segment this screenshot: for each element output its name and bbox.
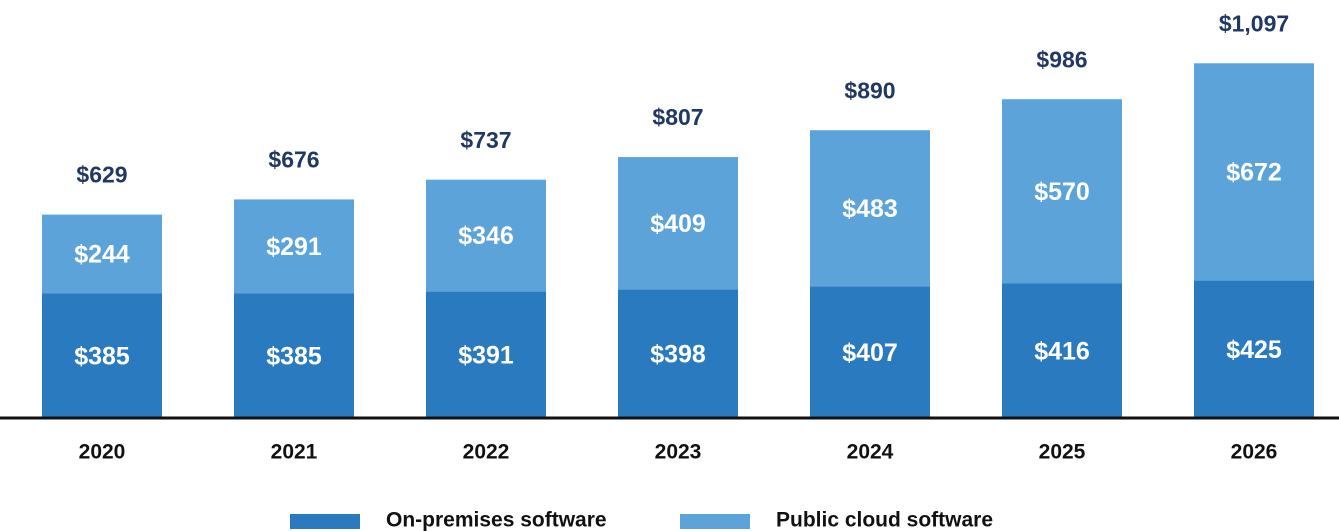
bar-segment <box>1002 283 1122 418</box>
value-label: $416 <box>1034 337 1090 365</box>
x-tick-label: 2021 <box>271 441 318 464</box>
value-label: $672 <box>1226 159 1282 187</box>
bar-segment <box>618 289 738 418</box>
x-tick-label: 2025 <box>1039 441 1086 464</box>
value-label: $398 <box>650 340 706 368</box>
value-label: $391 <box>458 341 514 369</box>
bar-segment <box>234 199 354 294</box>
value-label: $385 <box>74 342 130 370</box>
total-label: $676 <box>268 147 319 173</box>
bar-segment <box>810 286 930 418</box>
bar-segment <box>42 214 162 294</box>
x-tick-label: 2020 <box>79 441 126 464</box>
legend-swatch <box>680 514 750 529</box>
bar-segment <box>810 130 930 287</box>
bar-segment <box>1002 99 1122 284</box>
bar-segment <box>426 179 546 292</box>
value-label: $409 <box>650 210 706 238</box>
value-label: $385 <box>266 342 322 370</box>
value-label: $570 <box>1034 178 1090 206</box>
x-tick-label: 2024 <box>847 441 894 464</box>
bar-segment <box>42 293 162 418</box>
x-tick-label: 2023 <box>655 441 702 464</box>
legend-swatch <box>290 514 360 529</box>
bar-segment <box>1194 280 1314 418</box>
value-label: $407 <box>842 339 898 367</box>
value-label: $291 <box>266 233 322 261</box>
total-label: $737 <box>460 127 511 153</box>
value-label: $425 <box>1226 336 1282 364</box>
bar-segment <box>1194 63 1314 281</box>
total-label: $986 <box>1036 46 1087 72</box>
total-label: $1,097 <box>1219 10 1289 36</box>
bar-segment <box>426 291 546 418</box>
total-label: $890 <box>844 77 895 103</box>
bar-segment <box>618 157 738 290</box>
legend-label: Public cloud software <box>776 509 993 531</box>
value-label: $483 <box>842 195 898 223</box>
x-tick-label: 2026 <box>1231 441 1278 464</box>
value-label: $346 <box>458 222 514 250</box>
total-label: $629 <box>76 162 127 188</box>
legend-label: On-premises software <box>386 509 607 531</box>
total-label: $807 <box>652 104 703 130</box>
value-label: $244 <box>74 241 130 269</box>
bar-segment <box>234 293 354 418</box>
x-tick-label: 2022 <box>463 441 510 464</box>
